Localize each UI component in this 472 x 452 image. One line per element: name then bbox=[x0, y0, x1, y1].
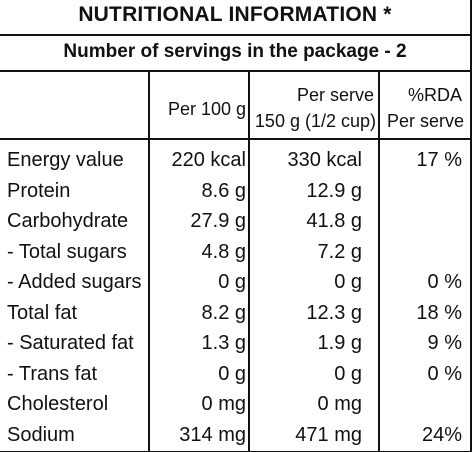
value-per-100g: 27.9 g bbox=[190, 210, 246, 232]
value-rda: 9 % bbox=[427, 332, 462, 354]
nutrient-name: - Total sugars bbox=[7, 240, 127, 263]
servings-line: Number of servings in the package - 2 bbox=[0, 34, 470, 72]
nutrient-name: Energy value bbox=[7, 149, 124, 171]
nutrient-row: Sodium 314 mg 471 mg 24% bbox=[0, 420, 470, 450]
nutrient-row: Carbohydrate 27.9 g 41.8 g bbox=[0, 206, 470, 236]
panel-title: NUTRITIONAL INFORMATION * bbox=[0, 0, 470, 36]
nutrient-row: - Total sugars 4.8 g 7.2 g bbox=[0, 237, 470, 267]
nutrient-row: Protein 8.6 g 12.9 g bbox=[0, 176, 470, 206]
value-per-100g: 220 kcal bbox=[171, 149, 247, 171]
nutrient-name: Total fat bbox=[7, 301, 78, 324]
header-per-serve: Per serve bbox=[296, 85, 374, 105]
value-per-100g: 314 mg bbox=[179, 423, 246, 446]
nutrient-name: - Saturated fat bbox=[7, 332, 134, 354]
header-per-100g: Per 100 g bbox=[167, 99, 246, 119]
nutrient-row: Energy value 220 kcal 330 kcal 17 % bbox=[0, 145, 470, 175]
nutrient-row: - Added sugars 0 g 0 g 0 % bbox=[0, 267, 470, 297]
value-rda: 24% bbox=[421, 423, 462, 446]
value-per-100g: 8.2 g bbox=[201, 301, 246, 324]
value-per-serve: 41.8 g bbox=[306, 210, 362, 232]
header-divider bbox=[0, 138, 470, 140]
nutrient-name: - Added sugars bbox=[7, 271, 142, 293]
value-rda: 0 % bbox=[427, 362, 462, 385]
column-divider bbox=[248, 72, 250, 451]
value-per-100g: 0 g bbox=[218, 362, 246, 385]
value-per-serve: 1.9 g bbox=[317, 332, 362, 354]
column-divider bbox=[378, 72, 380, 451]
header-per-serve-size: 150 g (1/2 cup) bbox=[254, 111, 376, 131]
nutrient-name: Protein bbox=[7, 179, 71, 202]
value-per-100g: 1.3 g bbox=[201, 332, 246, 354]
value-per-serve: 0 g bbox=[334, 362, 362, 385]
nutrient-row: Cholesterol 0 mg 0 mg bbox=[0, 389, 470, 419]
nutrient-row: - Saturated fat 1.3 g 1.9 g 9 % bbox=[0, 328, 470, 358]
value-per-100g: 0 mg bbox=[201, 393, 246, 415]
column-divider bbox=[148, 72, 150, 451]
nutrient-row: Total fat 8.2 g 12.3 g 18 % bbox=[0, 298, 470, 328]
value-per-serve: 12.9 g bbox=[306, 179, 362, 202]
value-rda: 0 % bbox=[427, 271, 462, 293]
value-rda: 18 % bbox=[416, 301, 462, 324]
value-per-serve: 330 kcal bbox=[287, 149, 363, 171]
value-rda: 17 % bbox=[416, 149, 462, 171]
value-per-100g: 8.6 g bbox=[201, 179, 246, 202]
header-rda: %RDA bbox=[407, 85, 462, 105]
value-per-100g: 4.8 g bbox=[201, 240, 246, 263]
value-per-serve: 0 mg bbox=[317, 393, 362, 415]
header-rda-per-serve: Per serve bbox=[386, 111, 464, 131]
value-per-serve: 7.2 g bbox=[317, 240, 362, 263]
nutrient-row: - Trans fat 0 g 0 g 0 % bbox=[0, 359, 470, 389]
value-per-serve: 12.3 g bbox=[306, 301, 362, 324]
nutrient-name: - Trans fat bbox=[7, 362, 98, 385]
value-per-serve: 0 g bbox=[334, 271, 362, 293]
nutrient-name: Sodium bbox=[7, 423, 75, 446]
nutrient-name: Cholesterol bbox=[7, 393, 109, 415]
value-per-serve: 471 mg bbox=[295, 423, 362, 446]
value-per-100g: 0 g bbox=[218, 271, 246, 293]
nutrient-name: Carbohydrate bbox=[7, 210, 129, 232]
